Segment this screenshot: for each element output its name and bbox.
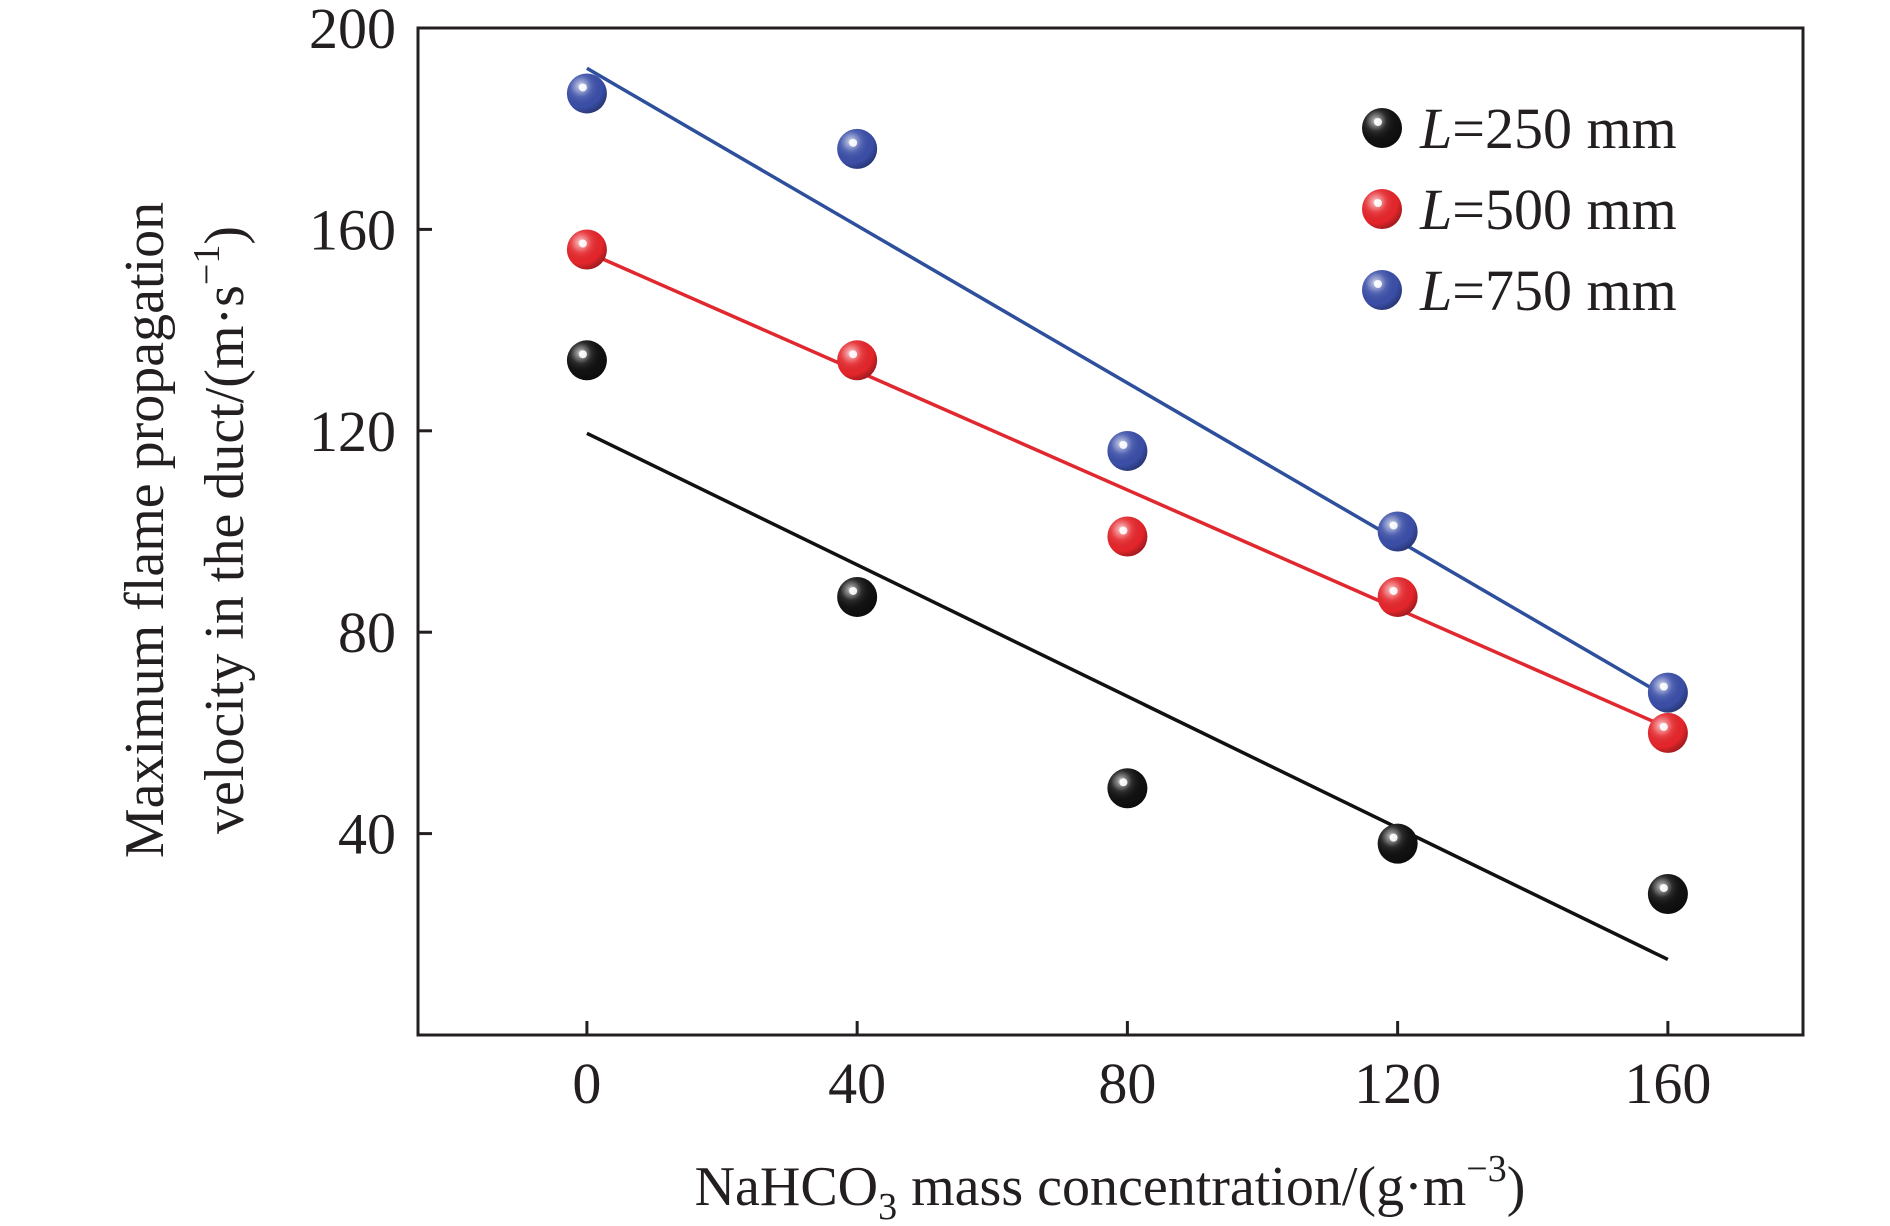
data-point	[837, 128, 878, 169]
legend-label: L=500 mm	[1419, 177, 1677, 242]
data-point	[1647, 874, 1688, 915]
data-point	[1362, 189, 1402, 229]
plot-frame	[416, 26, 1805, 1037]
legend-item: L=500 mm	[1362, 177, 1677, 242]
fit-line	[586, 66, 1669, 700]
x-tick-label: 0	[572, 1051, 601, 1116]
y-tick-label: 40	[338, 802, 396, 867]
y-tick-label: 200	[309, 0, 396, 61]
data-point	[1107, 516, 1148, 557]
fit-lines	[586, 66, 1669, 962]
data-point	[1647, 672, 1688, 713]
data-point	[566, 73, 607, 114]
data-point	[1107, 768, 1148, 809]
x-axis-title: NaHCO3 mass concentration/(g·m−3)	[695, 1148, 1526, 1221]
y-axis-title-line2: velocity in the duct/(m·s−1)	[186, 226, 256, 834]
data-point	[1362, 108, 1402, 148]
x-tick-label: 160	[1624, 1051, 1711, 1116]
fit-line	[586, 250, 1669, 730]
data-point	[1377, 576, 1418, 617]
y-tick-label: 80	[338, 600, 396, 665]
y-tick-label: 120	[309, 399, 396, 464]
fit-line	[586, 431, 1669, 962]
data-point	[1107, 430, 1148, 471]
data-points	[566, 73, 1688, 915]
y-tick-label: 160	[309, 197, 396, 262]
data-point	[566, 229, 607, 270]
data-point	[566, 340, 607, 381]
x-axis: 0 40 80 120 160	[572, 1021, 1711, 1116]
data-point	[1647, 712, 1688, 753]
legend-item: L=750 mm	[1362, 258, 1677, 323]
legend-item: L=250 mm	[1362, 96, 1677, 161]
legend: L=250 mm L=500 mm L=750 mm	[1362, 96, 1677, 323]
y-axis-title: Maximum flame propagation velocity in th…	[114, 202, 256, 858]
data-point	[1362, 270, 1402, 310]
data-point	[837, 576, 878, 617]
x-tick-label: 80	[1098, 1051, 1156, 1116]
y-axis-title-line1: Maximum flame propagation	[114, 202, 176, 858]
x-tick-label: 120	[1354, 1051, 1441, 1116]
y-axis: 40 80 120 160 200	[309, 0, 432, 867]
legend-label: L=250 mm	[1419, 96, 1677, 161]
legend-label: L=750 mm	[1419, 258, 1677, 323]
data-point	[837, 340, 878, 381]
data-point	[1377, 823, 1418, 864]
x-tick-label: 40	[828, 1051, 886, 1116]
data-point	[1377, 511, 1418, 552]
